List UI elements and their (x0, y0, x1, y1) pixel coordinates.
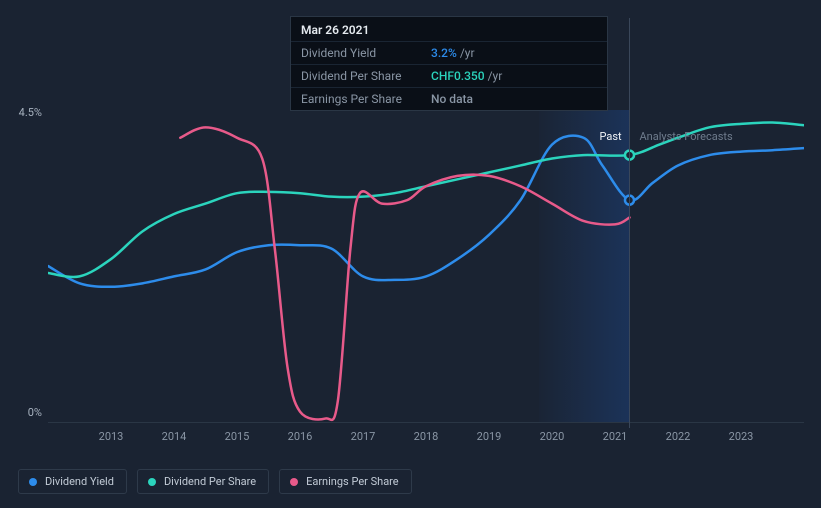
tooltip-row: Earnings Per ShareNo data (291, 87, 607, 110)
x-tick-label: 2015 (225, 430, 250, 443)
legend-dot-icon (290, 478, 298, 486)
y-axis-max-label: 4.5% (0, 106, 42, 119)
x-tick-label: 2020 (540, 430, 565, 443)
x-axis-labels: 2013 2014 2015 2016 2017 2018 2019 2020 2021 2022… (48, 430, 804, 446)
legend-dot-icon (148, 478, 156, 486)
x-tick-label: 2021 (603, 430, 628, 443)
x-tick-label: 2023 (729, 430, 754, 443)
chart-plot-area[interactable] (48, 110, 804, 422)
tooltip-key: Earnings Per Share (301, 92, 431, 106)
series-line-earnings_per_share (180, 127, 629, 420)
tooltip-date: Mar 26 2021 (291, 17, 607, 41)
legend-label: Earnings Per Share (306, 475, 399, 488)
x-tick-label: 2014 (162, 430, 187, 443)
x-tick-label: 2016 (288, 430, 313, 443)
tooltip-row: Dividend Yield3.2%/yr (291, 41, 607, 64)
legend-dot-icon (29, 478, 37, 486)
past-label: Past (599, 130, 621, 143)
x-tick-label: 2022 (666, 430, 691, 443)
tooltip-key: Dividend Yield (301, 46, 431, 60)
tooltip-value: No data (431, 92, 473, 106)
future-label: Analysts Forecasts (639, 130, 732, 143)
chart-svg (48, 110, 804, 422)
series-line-dividend_per_share (48, 122, 804, 277)
tooltip-unit: /yr (488, 69, 503, 83)
chart-legend: Dividend Yield Dividend Per Share Earnings… (18, 469, 412, 494)
y-axis-min-label: 0% (0, 406, 42, 419)
chart-baseline (48, 422, 804, 423)
x-tick-label: 2017 (351, 430, 376, 443)
chart-tooltip: Mar 26 2021 Dividend Yield3.2%/yrDividen… (290, 16, 608, 111)
tooltip-row: Dividend Per ShareCHF0.350/yr (291, 64, 607, 87)
legend-item-earnings_per_share[interactable]: Earnings Per Share (279, 469, 412, 494)
legend-label: Dividend Yield (45, 475, 114, 488)
x-tick-label: 2013 (99, 430, 124, 443)
x-tick-label: 2019 (477, 430, 502, 443)
x-tick-label: 2018 (414, 430, 439, 443)
tooltip-key: Dividend Per Share (301, 69, 431, 83)
legend-item-dividend_per_share[interactable]: Dividend Per Share (137, 469, 269, 494)
tooltip-value: CHF0.350 (431, 69, 485, 83)
series-line-dividend_yield (48, 136, 804, 287)
legend-label: Dividend Per Share (164, 475, 256, 488)
tooltip-value: 3.2% (431, 46, 457, 60)
tooltip-unit: /yr (460, 46, 475, 60)
marker-vertical-line (629, 18, 630, 428)
legend-item-dividend_yield[interactable]: Dividend Yield (18, 469, 127, 494)
